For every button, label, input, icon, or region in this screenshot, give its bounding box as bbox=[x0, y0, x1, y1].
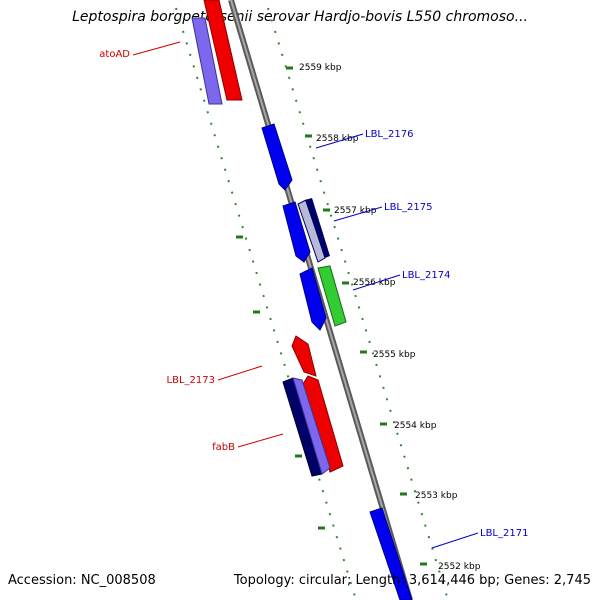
gene-label-lbl-2175[interactable]: LBL_2175 bbox=[384, 202, 432, 213]
scale-label: 2554 kbp bbox=[394, 421, 437, 431]
gene-label-atoad[interactable]: atoAD bbox=[99, 49, 130, 60]
outer-tick-ring bbox=[267, 7, 449, 600]
gene-atoad-b[interactable] bbox=[203, 0, 243, 101]
gene-atoad-a[interactable] bbox=[191, 17, 223, 105]
map-title: Leptospira borgpetersenii serovar Hardjo… bbox=[72, 9, 528, 25]
gene-lbl-2176[interactable] bbox=[261, 123, 293, 191]
topology-info: Topology: circular; Length: 3,614,446 bp… bbox=[233, 573, 591, 588]
scale-label: 2552 kbp bbox=[438, 562, 481, 572]
gene-slate[interactable] bbox=[292, 377, 331, 475]
gene-label-fabb[interactable]: fabB bbox=[212, 442, 235, 453]
gene-lbl-2171[interactable] bbox=[369, 507, 413, 600]
gene-lbl-2174-blue[interactable] bbox=[299, 267, 327, 331]
gene-lbl-2175-a[interactable] bbox=[282, 201, 311, 263]
gene-lbl-2175-b[interactable] bbox=[297, 198, 330, 263]
scale-label: 2557 kbp bbox=[334, 206, 377, 216]
gene-label-lbl-2173[interactable]: LBL_2173 bbox=[167, 375, 215, 386]
accession-info: Accession: NC_008508 bbox=[8, 573, 156, 588]
gene-fabb[interactable] bbox=[302, 375, 344, 473]
gene-label-lbl-2174[interactable]: LBL_2174 bbox=[402, 270, 450, 281]
gene-label-lbl-2171[interactable]: LBL_2171 bbox=[480, 528, 528, 539]
reverse-gene-labels: atoAD LBL_2173 fabB bbox=[99, 41, 284, 453]
gene-label-lbl-2176[interactable]: LBL_2176 bbox=[365, 129, 413, 140]
scale-label: 2559 kbp bbox=[299, 63, 342, 73]
scale-label: 2558 kbp bbox=[316, 134, 359, 144]
forward-gene-labels: LBL_2176 LBL_2175 LBL_2174 LBL_2171 bbox=[315, 129, 528, 549]
scale-label: 2553 kbp bbox=[415, 491, 458, 501]
scale-label: 2555 kbp bbox=[373, 350, 416, 360]
gene-lbl-2173[interactable] bbox=[291, 335, 317, 377]
gene-lbl-2174-green[interactable] bbox=[317, 265, 347, 327]
